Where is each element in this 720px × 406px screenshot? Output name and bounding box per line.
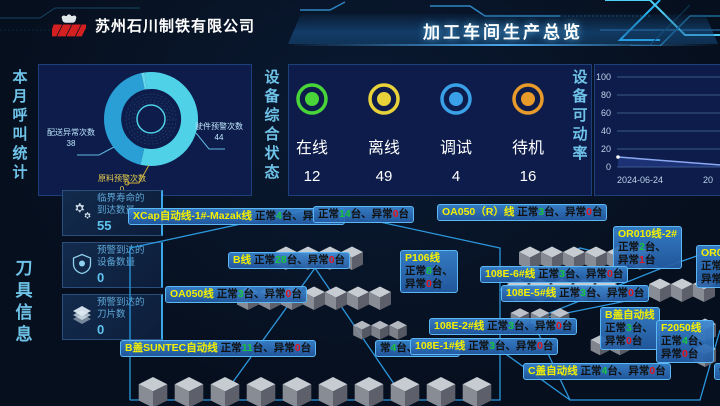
- svg-text:0: 0: [606, 162, 611, 172]
- svg-text:20: 20: [601, 144, 611, 154]
- svg-text:80: 80: [601, 90, 611, 100]
- svg-text:60: 60: [601, 108, 611, 118]
- svg-text:20: 20: [703, 175, 713, 185]
- svg-text:100: 100: [596, 72, 611, 82]
- svg-text:40: 40: [601, 126, 611, 136]
- svg-text:2024-06-24: 2024-06-24: [617, 175, 663, 185]
